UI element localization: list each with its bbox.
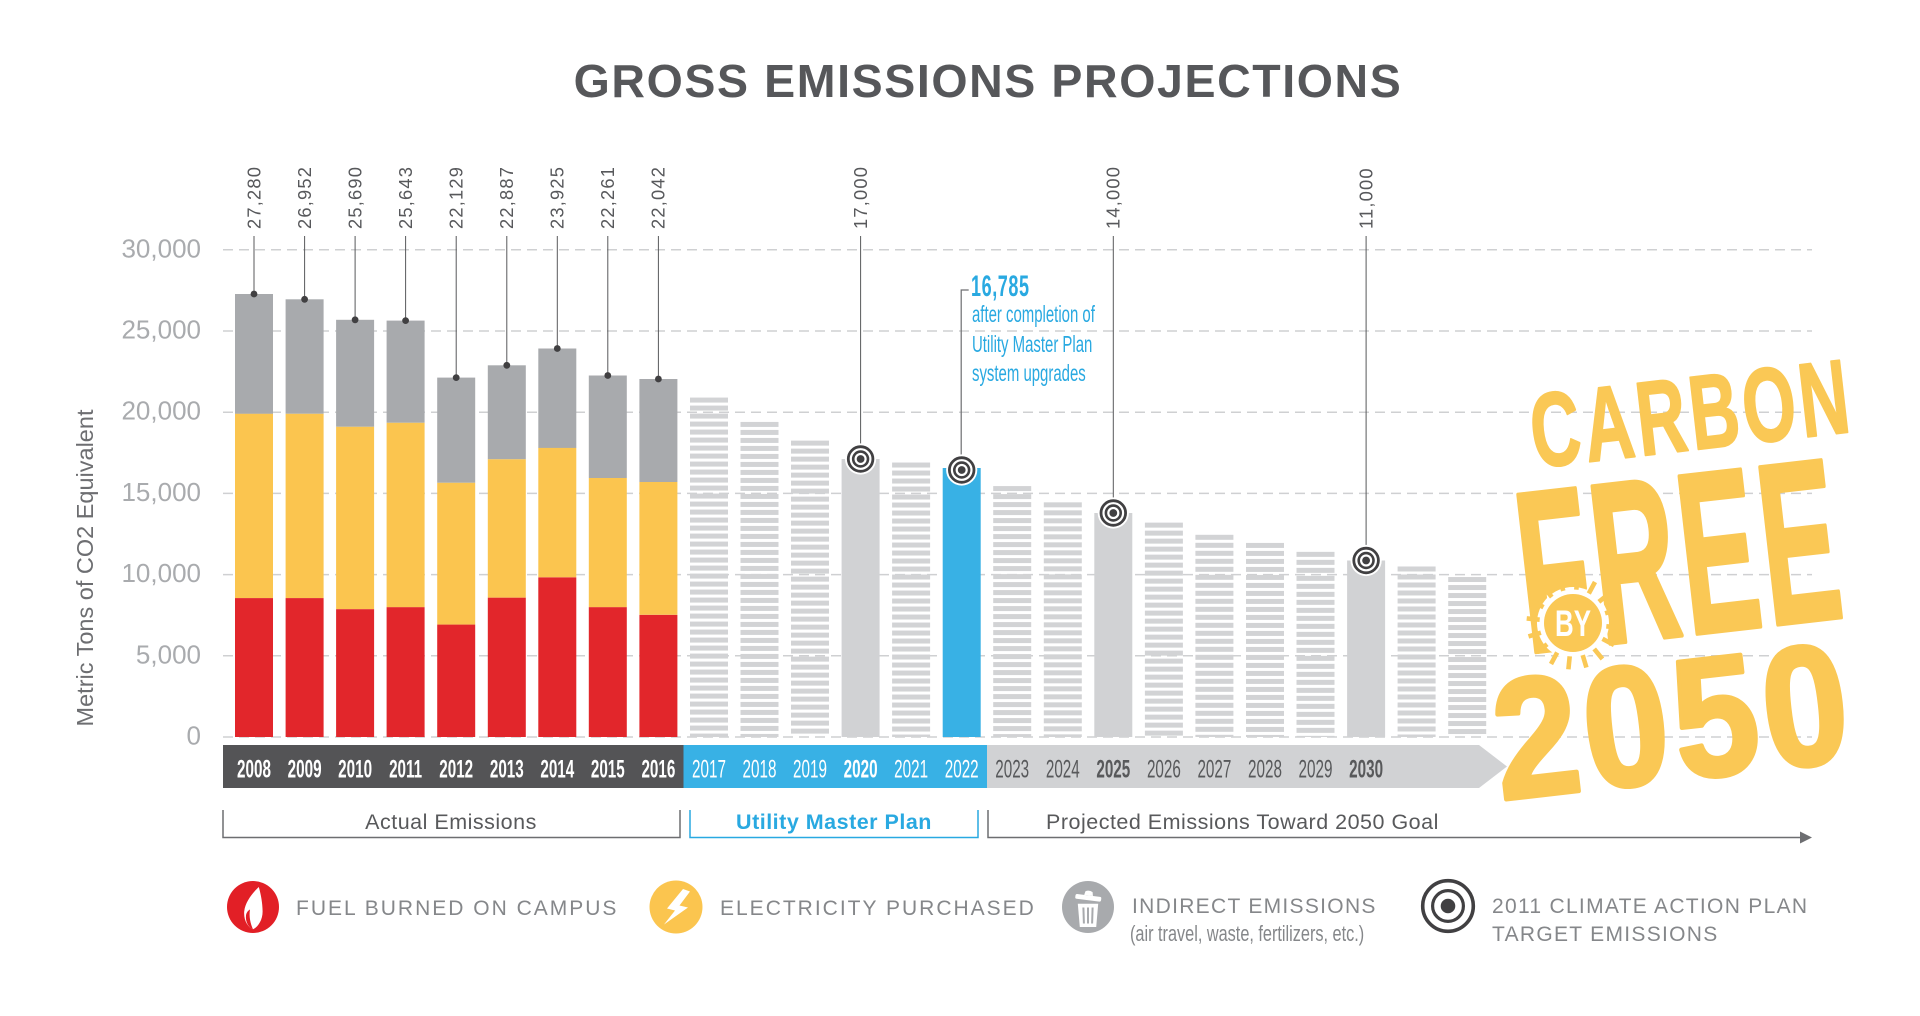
svg-text:(air travel, waste, fertilizer: (air travel, waste, fertilizers, etc.)	[1130, 922, 1364, 947]
svg-text:BY: BY	[1555, 602, 1591, 644]
svg-text:22,887: 22,887	[496, 166, 517, 229]
svg-text:FREE: FREE	[1504, 409, 1856, 702]
svg-text:Actual Emissions: Actual Emissions	[365, 810, 537, 834]
svg-text:2020: 2020	[844, 755, 878, 783]
svg-text:2013: 2013	[490, 755, 524, 783]
svg-text:ELECTRICITY PURCHASED: ELECTRICITY PURCHASED	[720, 897, 1036, 920]
svg-text:2028: 2028	[1248, 755, 1282, 783]
svg-text:FUEL BURNED ON CAMPUS: FUEL BURNED ON CAMPUS	[296, 897, 618, 920]
svg-text:14,000: 14,000	[1103, 166, 1124, 229]
svg-text:25,690: 25,690	[344, 166, 365, 229]
svg-text:2018: 2018	[743, 755, 777, 783]
svg-text:2011: 2011	[389, 755, 422, 783]
svg-text:2026: 2026	[1147, 755, 1181, 783]
svg-text:0: 0	[187, 721, 201, 751]
svg-text:2015: 2015	[591, 755, 625, 783]
svg-text:2010: 2010	[338, 755, 372, 783]
svg-text:2050: 2050	[1484, 607, 1863, 836]
svg-text:2030: 2030	[1349, 755, 1383, 783]
svg-text:23,925: 23,925	[547, 166, 568, 229]
svg-text:11,000: 11,000	[1355, 167, 1376, 229]
svg-text:2029: 2029	[1299, 755, 1333, 783]
svg-text:TARGET EMISSIONS: TARGET EMISSIONS	[1492, 923, 1719, 946]
svg-text:25,643: 25,643	[395, 166, 416, 229]
svg-text:after completion of: after completion of	[972, 302, 1095, 328]
svg-text:27,280: 27,280	[243, 166, 264, 229]
svg-text:25,000: 25,000	[121, 315, 201, 345]
svg-text:2021: 2021	[894, 755, 928, 783]
svg-text:17,000: 17,000	[850, 166, 871, 229]
svg-text:2008: 2008	[237, 755, 271, 783]
svg-text:22,042: 22,042	[648, 166, 669, 229]
svg-text:2014: 2014	[540, 755, 574, 783]
svg-text:Utility Master Plan: Utility Master Plan	[736, 810, 932, 834]
svg-text:2019: 2019	[793, 755, 827, 783]
svg-text:16,785: 16,785	[971, 271, 1030, 304]
svg-text:INDIRECT EMISSIONS: INDIRECT EMISSIONS	[1132, 895, 1377, 918]
svg-text:5,000: 5,000	[136, 639, 201, 669]
svg-text:2017: 2017	[692, 755, 726, 783]
svg-text:2025: 2025	[1096, 755, 1130, 783]
svg-text:Metric Tons of CO2 Equivalent: Metric Tons of CO2 Equivalent	[72, 409, 98, 726]
svg-text:30,000: 30,000	[121, 233, 201, 263]
svg-text:2027: 2027	[1197, 755, 1231, 783]
svg-text:2023: 2023	[995, 755, 1029, 783]
svg-text:10,000: 10,000	[121, 558, 201, 588]
svg-text:15,000: 15,000	[121, 477, 201, 507]
svg-text:26,952: 26,952	[294, 166, 315, 229]
svg-text:22,261: 22,261	[597, 166, 618, 229]
svg-text:2016: 2016	[641, 755, 675, 783]
svg-text:2012: 2012	[439, 755, 473, 783]
svg-text:22,129: 22,129	[446, 166, 467, 229]
svg-text:2009: 2009	[288, 755, 322, 783]
svg-text:Utility Master Plan: Utility Master Plan	[972, 332, 1092, 358]
svg-text:Projected Emissions Toward 205: Projected Emissions Toward 2050 Goal	[1046, 810, 1439, 834]
svg-text:2011 CLIMATE ACTION PLAN: 2011 CLIMATE ACTION PLAN	[1492, 895, 1808, 918]
svg-text:2024: 2024	[1046, 755, 1080, 783]
svg-text:2022: 2022	[945, 755, 979, 783]
svg-text:system upgrades: system upgrades	[972, 361, 1086, 387]
svg-text:20,000: 20,000	[121, 396, 201, 426]
svg-text:GROSS EMISSIONS PROJECTIONS: GROSS EMISSIONS PROJECTIONS	[574, 55, 1403, 107]
